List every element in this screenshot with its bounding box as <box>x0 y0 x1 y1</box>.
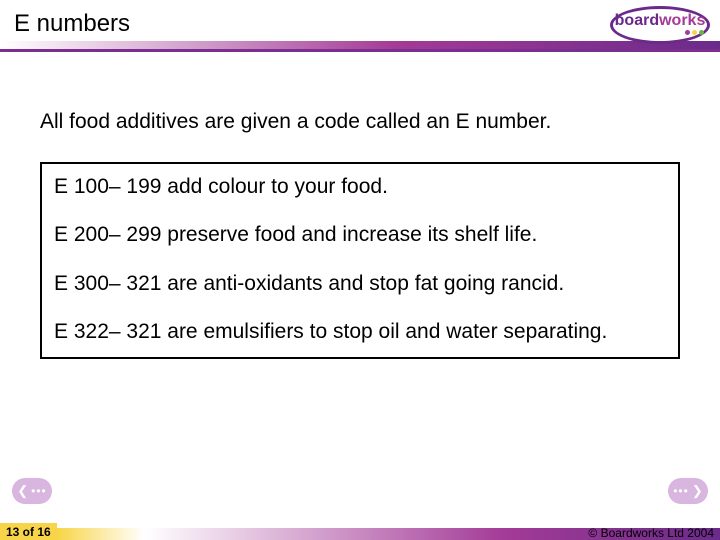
page-title: E numbers <box>14 10 130 38</box>
prev-button[interactable]: ❮ ••• <box>12 478 52 504</box>
intro-text: All food additives are given a code call… <box>40 110 680 134</box>
copyright: © Boardworks Ltd 2004 <box>588 526 714 540</box>
category-row: E 300– 321 are anti-oxidants and stop fa… <box>42 261 678 309</box>
category-row: E 200– 299 preserve food and increase it… <box>42 212 678 260</box>
logo-text: boardworks <box>610 12 710 30</box>
content-area: All food additives are given a code call… <box>40 110 680 359</box>
category-row: E 100– 199 add colour to your food. <box>42 164 678 212</box>
logo: boardworks <box>610 2 710 48</box>
logo-board: board <box>615 12 659 29</box>
ellipsis-icon: ••• <box>31 484 47 498</box>
header-bar: E numbers boardworks <box>0 0 720 52</box>
next-button[interactable]: ••• ❯ <box>668 478 708 504</box>
chevron-left-icon: ❮ <box>17 483 28 499</box>
page-indicator: 13 of 16 <box>0 523 57 540</box>
logo-works: works <box>659 12 705 29</box>
category-row: E 322– 321 are emulsifiers to stop oil a… <box>42 309 678 357</box>
ellipsis-icon: ••• <box>673 484 689 498</box>
categories-box: E 100– 199 add colour to your food. E 20… <box>40 162 680 359</box>
logo-dots <box>685 30 704 35</box>
chevron-right-icon: ❯ <box>692 483 703 499</box>
